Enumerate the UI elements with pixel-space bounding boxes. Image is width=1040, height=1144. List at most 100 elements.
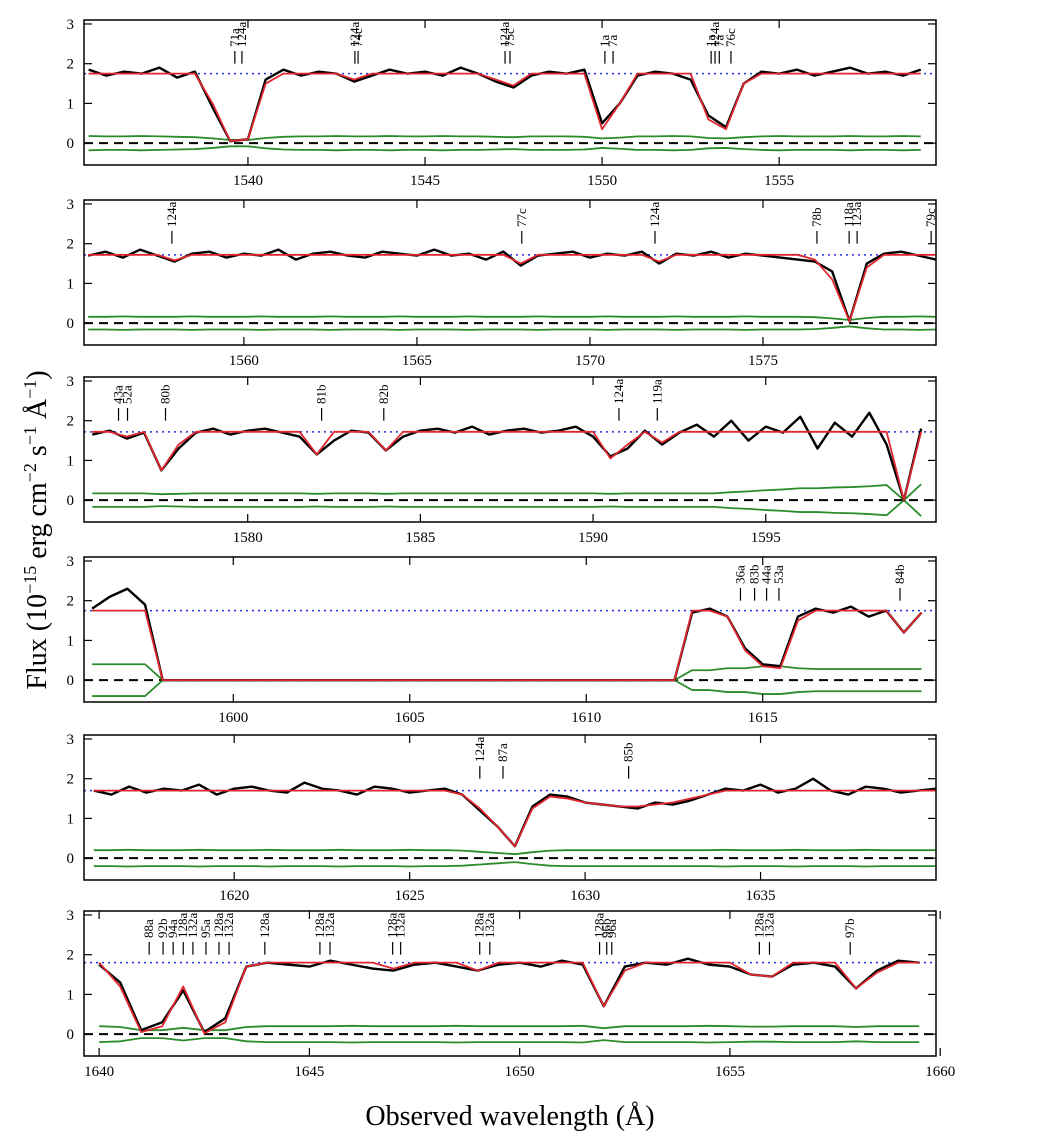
error-line	[99, 1024, 920, 1032]
x-tick-label: 1565	[402, 353, 432, 369]
flux-line	[91, 587, 923, 682]
x-tick-label: 1615	[748, 710, 778, 726]
line-id-label: 124a	[611, 379, 626, 405]
x-tick-label: 1640	[84, 1064, 114, 1080]
plot-area	[84, 957, 936, 1044]
line-id-label: 52a	[120, 385, 135, 404]
flux-line	[93, 777, 936, 848]
line-id-label: 71a	[227, 28, 242, 47]
x-tick-label: 1595	[751, 530, 781, 546]
x-tick-label: 1575	[748, 353, 778, 369]
line-id-label: 124a	[347, 22, 362, 48]
y-tick-label: 0	[67, 851, 75, 867]
x-tick-label: 1655	[715, 1064, 745, 1080]
x-tick-label: 1570	[575, 353, 605, 369]
x-tick-label: 1555	[764, 173, 794, 189]
error-line	[92, 679, 922, 697]
y-tick-label: 2	[67, 948, 75, 964]
y-label-exponent: −15	[20, 566, 40, 594]
line-id-label: 97b	[842, 919, 857, 939]
line-id-label: 1a	[703, 35, 718, 48]
line-id-label: 43a	[111, 385, 126, 404]
y-tick-label: 3	[67, 197, 75, 213]
error-line	[88, 145, 921, 152]
line-id-label: 1a	[597, 35, 612, 48]
plot-area	[84, 66, 936, 152]
y-label-exponent: −1	[20, 380, 40, 399]
line-id-label: 78b	[809, 208, 824, 228]
y-tick-label: 2	[67, 237, 75, 253]
panel-frame	[83, 556, 937, 703]
line-id-label: 81b	[314, 385, 329, 405]
line-id-label: 77c	[514, 208, 529, 227]
y-label-text: Flux (10	[22, 594, 53, 690]
y-tick-label: 3	[67, 17, 75, 33]
line-id-label: 96a	[604, 919, 619, 938]
line-id-label: 7a	[605, 35, 620, 48]
panel-frame	[83, 910, 937, 1057]
x-tick-label: 1630	[570, 888, 600, 904]
error-line	[88, 315, 936, 321]
x-tick-label: 1590	[578, 530, 608, 546]
error-line	[93, 861, 936, 868]
x-tick-label: 1585	[405, 530, 435, 546]
y-tick-label: 0	[67, 493, 75, 509]
x-tick-label: 1660	[925, 1064, 955, 1080]
line-id-label: 123a	[849, 202, 864, 228]
y-tick-label: 1	[67, 276, 75, 292]
x-tick-label: 1540	[233, 173, 263, 189]
line-id-label: 96b	[599, 919, 614, 939]
model-line	[88, 253, 936, 323]
line-id-label: 128a	[592, 913, 607, 939]
line-id-label: 132a	[393, 913, 408, 939]
y-tick-label: 1	[67, 811, 75, 827]
line-id-label: 94a	[165, 919, 180, 938]
y-tick-label: 3	[67, 554, 75, 570]
error-line	[88, 325, 936, 331]
x-tick-label: 1625	[395, 888, 425, 904]
error-line	[92, 663, 922, 682]
line-id-label: 128a	[385, 913, 400, 939]
panel: 0 1 2 3 1560 1565 1570 1575 124a 77c 124a 78b 118a12…	[67, 197, 939, 369]
line-id-label: 128a	[751, 913, 766, 939]
model-line	[92, 430, 923, 502]
y-tick-label: 0	[67, 1027, 75, 1043]
line-id-label: 84b	[892, 565, 907, 585]
y-label-text: erg cm	[22, 482, 53, 566]
line-id-label: 74c	[350, 28, 365, 47]
flux-line	[98, 957, 920, 1034]
y-tick-label: 0	[67, 136, 75, 152]
x-tick-label: 1600	[218, 710, 248, 726]
error-line	[92, 499, 922, 517]
line-id-label: 128a	[472, 913, 487, 939]
line-id-label: 82b	[376, 385, 391, 405]
line-id-label: 132a	[482, 913, 497, 939]
line-id-label: 124a	[497, 22, 512, 48]
y-tick-label: 0	[67, 673, 75, 689]
line-id-label: 132a	[761, 913, 776, 939]
y-label-text: )	[22, 370, 53, 379]
line-id-label: 80b	[158, 385, 173, 405]
plot-area	[84, 411, 936, 517]
flux-line	[92, 411, 923, 502]
y-tick-label: 2	[67, 772, 75, 788]
line-id-label: 76c	[723, 28, 738, 47]
line-id-label: 128a	[312, 913, 327, 939]
line-id-label: 128a	[257, 913, 272, 939]
y-tick-label: 3	[67, 374, 75, 390]
line-id-label: 118a	[841, 202, 856, 227]
y-tick-label: 0	[67, 316, 75, 332]
y-tick-label: 1	[67, 987, 75, 1003]
line-id-label: 7a	[711, 35, 726, 48]
x-tick-label: 1645	[294, 1064, 324, 1080]
line-id-label: 83b	[747, 565, 762, 585]
line-id-label: 88a	[141, 919, 156, 938]
y-label-text: Å	[22, 398, 53, 426]
y-tick-label: 3	[67, 908, 75, 924]
x-tick-label: 1560	[229, 353, 259, 369]
x-tick-label: 1550	[587, 173, 617, 189]
